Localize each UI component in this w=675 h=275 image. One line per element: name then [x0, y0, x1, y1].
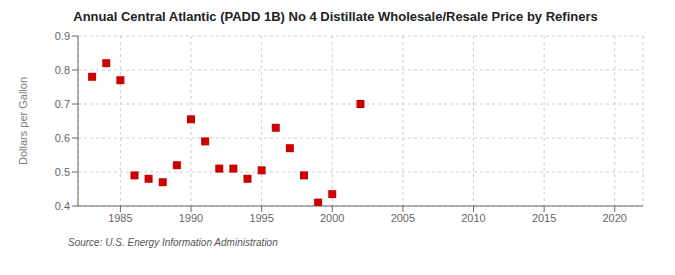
svg-text:0.7: 0.7 — [55, 98, 70, 110]
svg-text:2010: 2010 — [461, 212, 485, 224]
svg-text:1985: 1985 — [108, 212, 132, 224]
svg-text:1995: 1995 — [249, 212, 273, 224]
svg-text:2000: 2000 — [320, 212, 344, 224]
svg-text:2005: 2005 — [391, 212, 415, 224]
svg-text:Dollars per Gallon: Dollars per Gallon — [17, 77, 29, 165]
svg-text:2020: 2020 — [603, 212, 627, 224]
svg-text:0.8: 0.8 — [55, 64, 70, 76]
svg-text:0.6: 0.6 — [55, 132, 70, 144]
html-text:Annual Central Atlantic (PADD: Annual Central Atlantic (PADD 1B) No 4 D… — [73, 9, 598, 24]
svg-text:0.9: 0.9 — [55, 30, 70, 42]
svg-text:0.5: 0.5 — [55, 166, 70, 178]
html-text:Source: U.S. Energy Informatio: Source: U.S. Energy Information Administ… — [68, 237, 278, 248]
svg-text:2015: 2015 — [532, 212, 556, 224]
svg-text:0.4: 0.4 — [55, 200, 70, 212]
svg-text:1990: 1990 — [179, 212, 203, 224]
